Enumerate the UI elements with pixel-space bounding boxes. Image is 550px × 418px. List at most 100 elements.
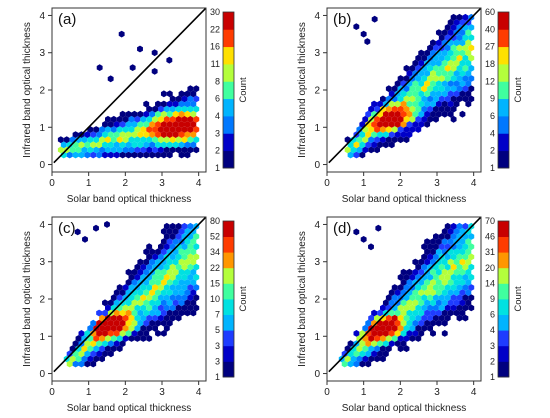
hexbin-cell	[382, 319, 389, 327]
hexbin-cell	[128, 273, 135, 281]
hexbin-cell	[181, 284, 188, 291]
hexbin-cell	[447, 110, 454, 118]
colorbar-tick-label: 1	[215, 372, 220, 382]
hexbin-cell	[149, 319, 156, 327]
colorbar-tick-label: 4	[490, 128, 495, 138]
hexbin-cell	[84, 131, 91, 138]
hexbin-cell	[110, 294, 117, 302]
hexbin-cell	[435, 100, 442, 108]
hexbin-cell	[371, 100, 378, 108]
hexbin-cell	[66, 350, 73, 358]
y-axis-label: Infrared band optical thickness	[297, 231, 308, 367]
hexbin-cell	[359, 340, 366, 347]
hexbin-cell	[344, 355, 351, 363]
hexbin-cell	[102, 340, 108, 347]
one-to-one-line	[53, 8, 206, 164]
hexbin-cell	[128, 294, 135, 302]
hexbin-cell	[382, 299, 389, 307]
hexbin-cell	[57, 146, 64, 154]
hexbin-cell	[435, 299, 442, 307]
hexbin-cell	[125, 131, 132, 138]
hexbin-cell	[160, 228, 167, 235]
hexbin-cell	[187, 284, 194, 291]
hexbin-cell	[119, 289, 126, 296]
hexbin-cell	[356, 345, 363, 353]
hexbin-cell	[166, 110, 173, 118]
colorbar-segment	[498, 150, 509, 169]
hexbin-cell	[131, 121, 138, 128]
colorbar-frame	[497, 11, 510, 169]
hexbin-cell	[190, 228, 197, 235]
hexbin-cell	[388, 141, 395, 149]
hexbin-cell	[459, 299, 466, 307]
colorbar-segment	[223, 330, 234, 347]
hexbin-layer	[63, 221, 200, 368]
hexbin-cell	[155, 319, 161, 327]
hexbin-cell	[441, 330, 448, 337]
hexbin-cell	[131, 319, 138, 327]
hexbin-outlier	[375, 224, 382, 232]
hexbin-cell	[400, 340, 407, 347]
one-to-one-line	[53, 217, 206, 373]
colorbar-tick-label: 2	[490, 356, 495, 366]
hexbin-cell	[158, 304, 164, 312]
hexbin-outlier	[129, 64, 136, 72]
hexbin-cell	[181, 146, 188, 154]
hexbin-cell	[166, 268, 173, 276]
hexbin-cell	[146, 126, 153, 133]
hexbin-cell	[365, 319, 372, 327]
hexbin-cell	[380, 335, 386, 342]
hexbin-cell	[465, 268, 472, 276]
hexbin-cell	[184, 248, 191, 256]
y-tick-label: 2	[314, 295, 320, 306]
hexbin-cell	[184, 279, 191, 286]
hexbin-cell	[406, 110, 413, 118]
hexbin-cell	[149, 248, 156, 256]
colorbar-tick-label: 7	[215, 310, 220, 320]
hexbin-cell	[175, 222, 182, 230]
hexbin-cell	[391, 335, 398, 342]
hexbin-cell	[140, 146, 147, 154]
hexbin-cell	[424, 279, 431, 286]
hexbin-cell	[427, 85, 433, 93]
hexbin-cell	[465, 90, 472, 98]
hexbin-cell	[394, 110, 401, 118]
colorbar-frame	[222, 220, 235, 378]
hexbin-cell	[368, 355, 375, 363]
hexbin-cell	[468, 273, 475, 281]
hexbin-cell	[468, 284, 475, 291]
hexbin-cell	[412, 121, 419, 128]
hexbin-cell	[149, 141, 156, 149]
hexbin-cell	[152, 105, 158, 113]
colorbar-segment	[223, 133, 234, 152]
hexbin-cell	[465, 248, 472, 256]
hexbin-cell	[190, 299, 197, 307]
y-tick-label: 4	[39, 11, 45, 22]
hexbin-cell	[415, 95, 422, 103]
colorbar-tick-label: 3	[215, 341, 220, 351]
hexbin-cell	[415, 75, 422, 82]
hexbin-cell	[110, 324, 117, 332]
hexbin-cell	[107, 340, 114, 347]
panel-label: (d)	[333, 220, 351, 237]
hexbin-cell	[356, 146, 363, 154]
hexbin-cell	[353, 330, 360, 337]
x-tick-label: 0	[49, 178, 55, 189]
hexbin-cell	[193, 243, 200, 251]
hexbin-cell	[116, 284, 123, 291]
hexbin-cell	[184, 110, 191, 118]
hexbin-cell	[146, 146, 153, 154]
hexbin-cell	[433, 284, 439, 291]
hexbin-cell	[435, 319, 442, 327]
hexbin-cell	[125, 110, 132, 118]
hexbin-cell	[184, 258, 191, 266]
hexbin-cell	[143, 258, 150, 266]
hexbin-cell	[178, 309, 185, 317]
hexbin-cell	[368, 345, 375, 353]
hexbin-cell	[116, 324, 123, 332]
hexbin-cell	[385, 115, 392, 123]
hexbin-cell	[149, 110, 156, 118]
hexbin-cell	[160, 289, 167, 296]
hexbin-cell	[468, 253, 475, 261]
hexbin-cell	[377, 340, 383, 347]
